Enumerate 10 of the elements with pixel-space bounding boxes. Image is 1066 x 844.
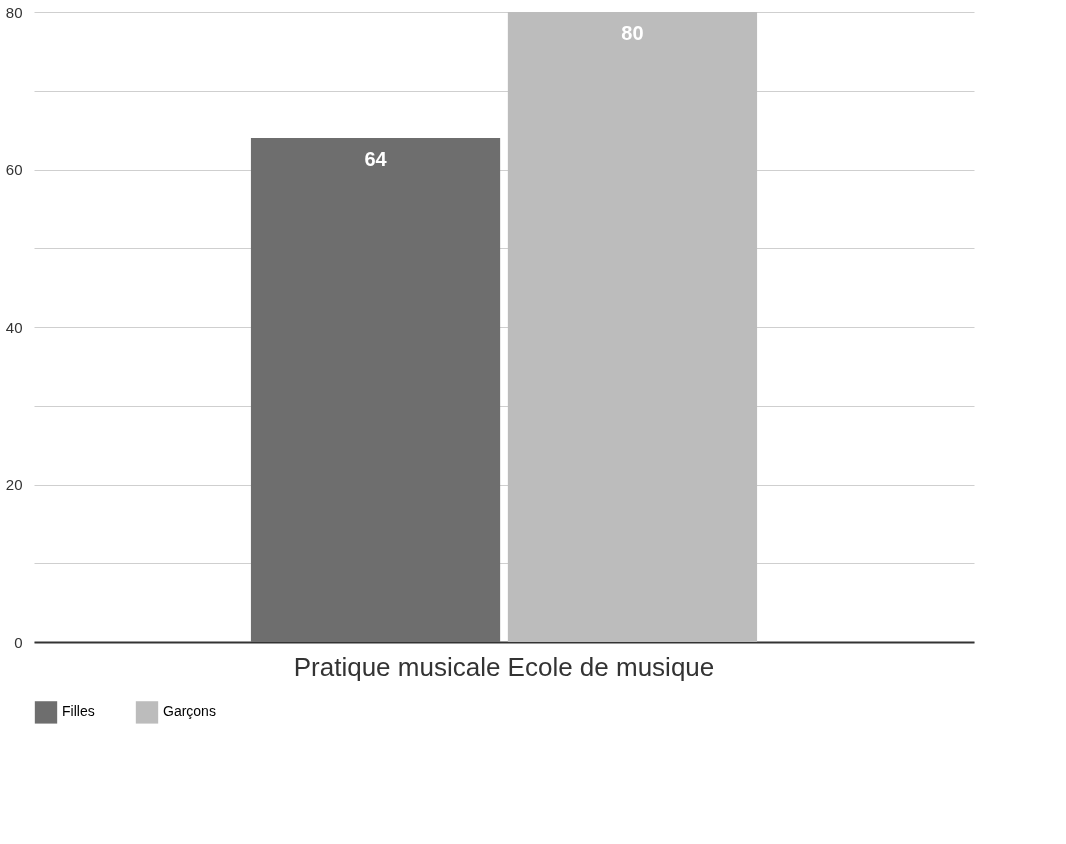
y-tick-label: 80 bbox=[5, 3, 23, 21]
legend-label: Filles bbox=[62, 703, 95, 720]
y-tick-label: 20 bbox=[5, 476, 23, 493]
data-label: 80 bbox=[621, 22, 644, 44]
y-tick-label: 60 bbox=[5, 161, 23, 178]
data-label: 64 bbox=[364, 148, 388, 170]
legend-label: Garçons bbox=[163, 703, 216, 720]
y-tick-label: 0 bbox=[14, 633, 23, 651]
x-tick-label: Pratique musicale Ecole de musique bbox=[293, 651, 715, 682]
y-tick-label: 40 bbox=[5, 318, 23, 336]
